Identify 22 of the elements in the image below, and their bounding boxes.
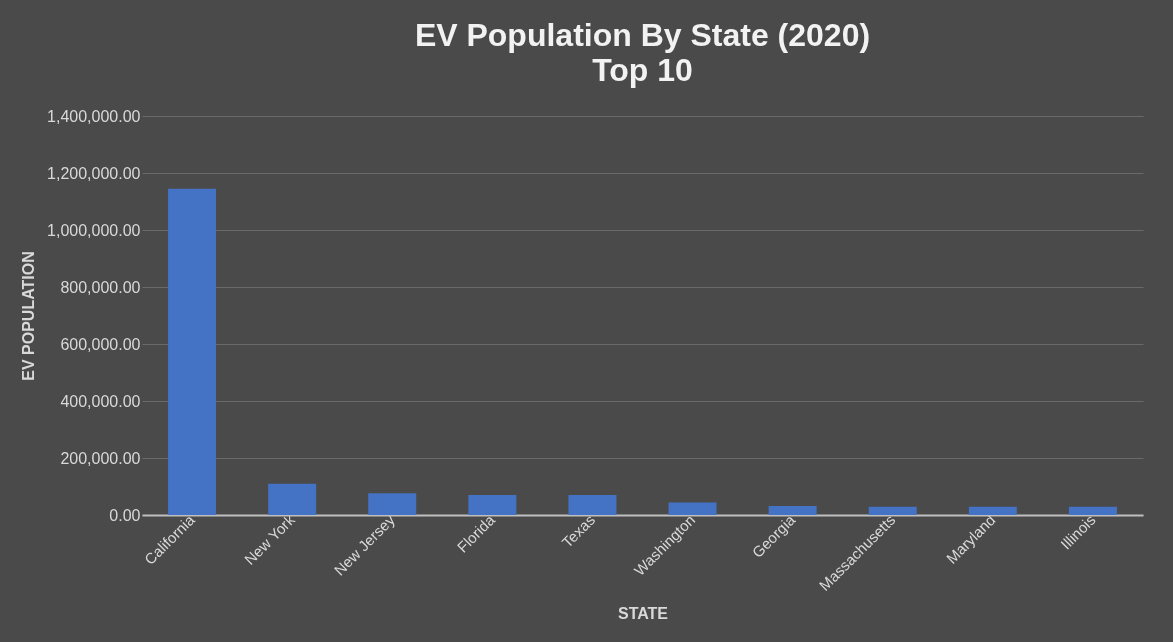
bar (868, 506, 917, 515)
x-axis-title: STATE (617, 604, 669, 622)
bar (668, 502, 717, 515)
chart-subtitle: Top 10 (592, 52, 693, 88)
y-axis-title: EV POPULATION (20, 251, 38, 381)
bar (268, 483, 317, 515)
y-tick-label: 200,000.00 (60, 449, 141, 467)
bar (568, 495, 617, 515)
bar (368, 493, 417, 515)
bar (468, 495, 517, 515)
bar (768, 505, 817, 515)
y-tick-label: 400,000.00 (60, 392, 141, 410)
y-tick-label: 0.00 (109, 506, 141, 524)
chart-title: EV Population By State (2020) (414, 17, 871, 53)
y-tick-label: 800,000.00 (60, 278, 141, 296)
y-tick-label: 1,400,000.00 (47, 107, 141, 125)
bar (968, 506, 1017, 515)
y-tick-label: 600,000.00 (60, 335, 141, 353)
y-tick-label: 1,200,000.00 (47, 164, 141, 182)
bar (168, 188, 217, 515)
bar (1068, 506, 1117, 515)
y-tick-label: 1,000,000.00 (47, 221, 141, 239)
